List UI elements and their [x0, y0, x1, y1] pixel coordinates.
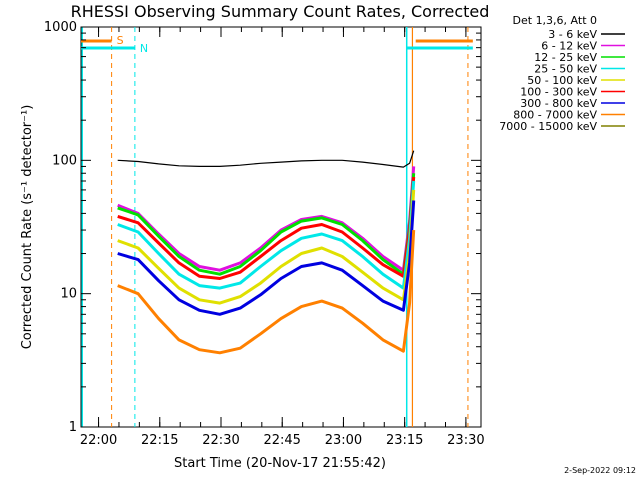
x-tick-label: 22:45 [263, 433, 300, 448]
legend-label: 300 - 800 keV [520, 97, 597, 110]
chart-title: RHESSI Observing Summary Count Rates, Co… [71, 2, 490, 21]
plot-frame [80, 26, 482, 428]
marker-lines: SN [81, 27, 473, 427]
series-line [117, 166, 416, 272]
series-line [117, 230, 416, 355]
marker-label: S [117, 34, 124, 47]
x-tick-label: 23:00 [325, 433, 362, 448]
legend-label: 100 - 300 keV [520, 86, 597, 99]
legend-label: 3 - 6 keV [548, 28, 597, 41]
y-tick-label: 10 [60, 287, 77, 302]
y-tick-label: 1 [69, 420, 77, 435]
timestamp: 2-Sep-2022 09:12 [564, 466, 636, 475]
legend-header: Det 1,3,6, Att 0 [513, 14, 597, 27]
x-tick-label: 23:30 [447, 433, 484, 448]
legend-label: 25 - 50 keV [534, 63, 597, 76]
series-line [117, 150, 415, 168]
legend-label: 50 - 100 keV [527, 74, 597, 87]
legend-label: 6 - 12 keV [541, 40, 597, 53]
y-tick-label: 100 [52, 153, 77, 168]
y-axis-label: Corrected Count Rate (s⁻¹ detector⁻¹) [20, 105, 35, 350]
x-axis: 22:00 22:15 22:30 22:45 23:00 23:15 23:30 [80, 27, 485, 448]
y-axis: 1 10 100 1000 [44, 20, 481, 435]
x-tick-label: 23:15 [386, 433, 423, 448]
legend-label: 12 - 25 keV [534, 51, 597, 64]
x-tick-label: 22:00 [80, 433, 117, 448]
series-line [117, 200, 416, 316]
series-layer [117, 150, 416, 355]
x-tick-label: 22:15 [141, 433, 178, 448]
x-tick-label: 22:30 [202, 433, 239, 448]
legend-label: 800 - 7000 keV [513, 109, 597, 122]
x-axis-label: Start Time (20-Nov-17 21:55:42) [174, 456, 386, 471]
y-tick-label: 1000 [44, 20, 77, 35]
series-line [117, 176, 416, 280]
series-line [117, 189, 416, 305]
marker-label: N [140, 42, 148, 55]
series-line [117, 173, 416, 276]
series-line [117, 180, 416, 290]
legend-label: 7000 - 15000 keV [499, 120, 597, 133]
